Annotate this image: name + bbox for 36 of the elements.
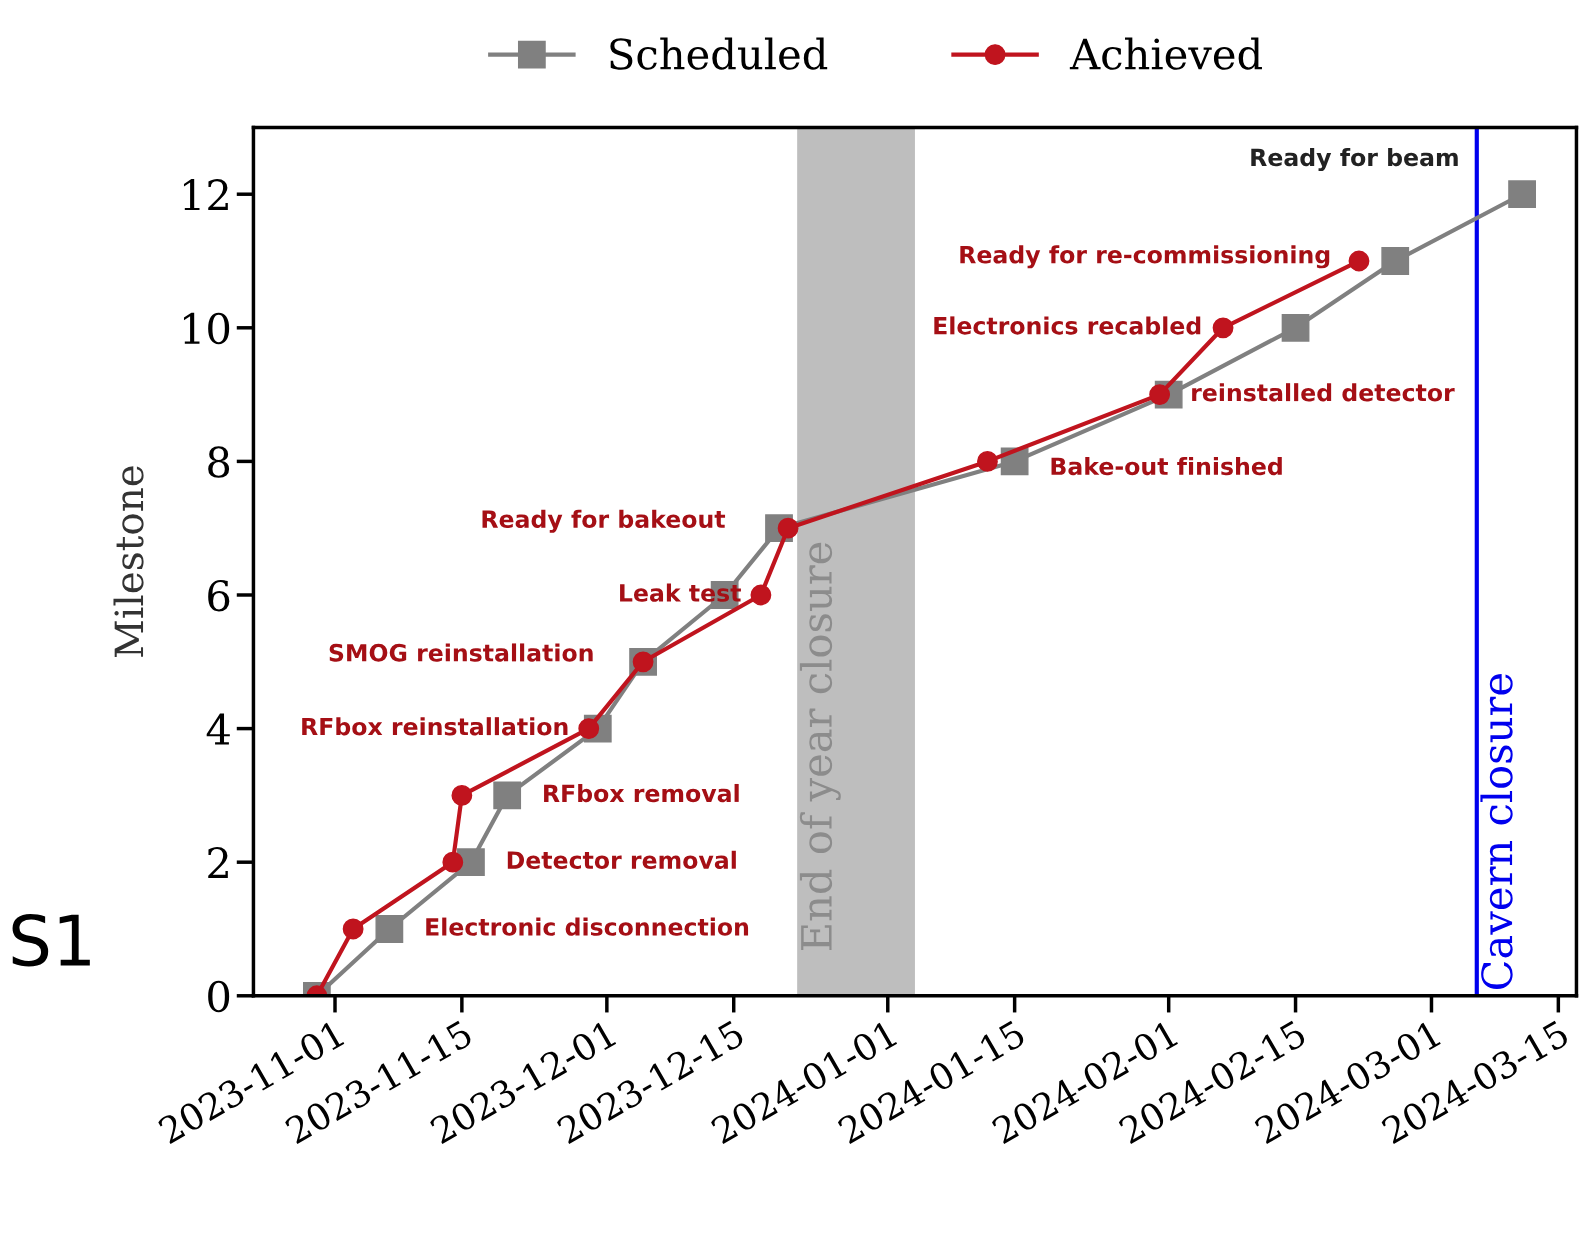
y-axis-title: Milestone	[113, 466, 144, 658]
point	[493, 781, 522, 810]
annotation: RFbox reinstallation	[302, 717, 568, 736]
annotation: RFbox removal	[544, 783, 739, 803]
annotation: Ready for beam	[1251, 147, 1458, 171]
annotation: Bake-out finished	[1051, 456, 1282, 476]
y-tick-label: 10	[183, 312, 230, 345]
point	[977, 450, 998, 472]
y-tick-label: 0	[208, 980, 230, 1013]
y-tick-label: 2	[208, 847, 228, 879]
point	[750, 584, 772, 606]
legend-label: Scheduled	[610, 37, 828, 70]
point	[1212, 317, 1234, 339]
ref-line-label: Cavern closure	[1480, 674, 1513, 990]
y-tick-label: 8	[208, 446, 230, 478]
annotation: Electronic disconnection	[426, 917, 749, 936]
annotation: Detector removal	[507, 850, 736, 870]
annotation: Ready for re-commissioning	[960, 245, 1330, 269]
legend-label: Achieved	[1069, 37, 1262, 70]
annotation: Electronics recabled	[934, 316, 1201, 335]
y-tick-label: 12	[183, 179, 228, 211]
point	[1348, 250, 1370, 272]
text: S1	[12, 913, 90, 967]
annotation: Ready for bakeout	[482, 509, 726, 533]
annotation: SMOG reinstallation	[329, 643, 593, 662]
point	[442, 851, 464, 873]
point	[375, 915, 404, 943]
annotation: reinstalled detector	[1192, 383, 1455, 402]
y-tick-label: 6	[208, 579, 230, 612]
point	[342, 918, 364, 940]
point	[451, 784, 473, 806]
point	[1281, 313, 1310, 342]
y-tick-label: 4	[206, 713, 230, 745]
point	[457, 848, 485, 877]
point	[1381, 247, 1410, 275]
point	[1508, 180, 1536, 209]
